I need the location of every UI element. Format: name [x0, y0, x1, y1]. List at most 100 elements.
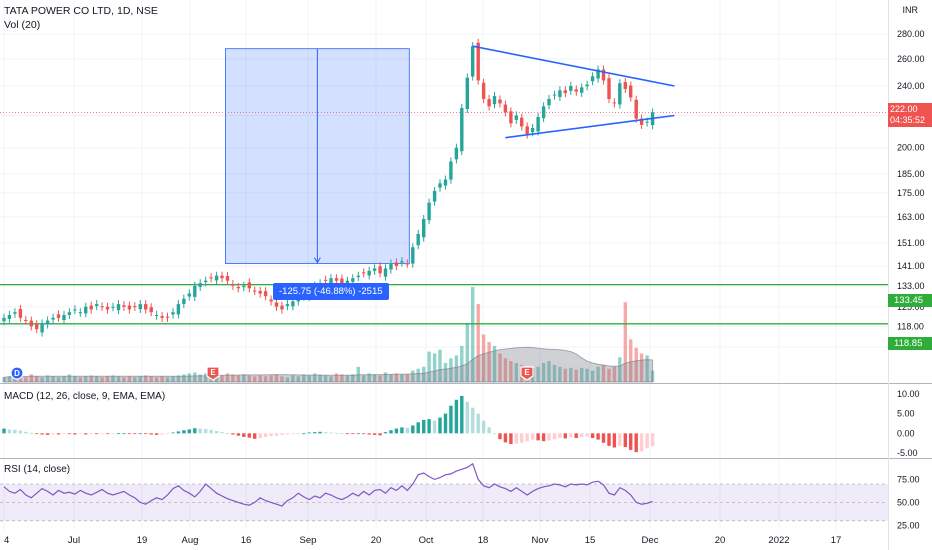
candle-body: [45, 320, 50, 325]
candle-body: [2, 317, 6, 322]
volume-bar: [313, 373, 317, 382]
volume-label[interactable]: Vol (20): [4, 19, 41, 31]
candle-body: [122, 305, 126, 307]
earnings-marker[interactable]: E: [520, 366, 534, 381]
rsi-label[interactable]: RSI (14, close): [4, 464, 71, 475]
volume-bar: [127, 376, 132, 382]
candle-body: [405, 263, 409, 265]
price-tick-label: 175.00: [897, 188, 925, 198]
macd-bar: [165, 433, 170, 435]
candle-body: [209, 277, 213, 279]
trendlines[interactable]: [472, 45, 675, 139]
candle-body: [356, 275, 360, 278]
volume-bar: [73, 376, 77, 382]
volume-bar: [378, 375, 382, 383]
macd-label[interactable]: MACD (12, 26, close, 9, EMA, EMA): [4, 391, 166, 402]
candle-body: [111, 306, 115, 308]
macd-bar: [487, 427, 491, 434]
macd-bar: [2, 428, 6, 434]
macd-bar: [389, 430, 393, 434]
measure-region[interactable]: [225, 48, 410, 265]
candle-body: [231, 284, 235, 286]
candle-body: [590, 76, 595, 82]
candle-body: [394, 262, 399, 266]
trendline-upper[interactable]: [472, 45, 675, 87]
currency-label: INR: [902, 5, 919, 15]
volume-bar: [193, 372, 197, 382]
macd-bar: [530, 433, 535, 440]
macd-bar: [313, 432, 317, 434]
rsi-line: [3, 462, 653, 507]
volume-bar: [394, 373, 399, 382]
volume-bar: [422, 366, 426, 382]
volume-bar: [40, 377, 44, 383]
volume-bar: [285, 377, 290, 383]
trendline-lower[interactable]: [505, 114, 675, 139]
candle-body: [84, 306, 88, 314]
rsi-tick-label: 25.00: [897, 520, 920, 530]
price-tick-label: 185.00: [897, 169, 925, 179]
macd-bar: [40, 433, 44, 435]
volume-bar: [547, 361, 551, 382]
volume-bar: [580, 367, 584, 383]
candle-body: [144, 304, 148, 310]
dividend-marker[interactable]: D: [10, 366, 24, 380]
horizontal-levels[interactable]: [0, 112, 888, 325]
volume-bar: [563, 368, 567, 382]
volume-bar: [634, 347, 638, 382]
macd-bar: [481, 420, 486, 434]
time-tick-label: 19: [137, 535, 148, 546]
volume-bar: [269, 375, 273, 383]
candle-body: [40, 323, 44, 333]
candle-body: [607, 78, 611, 99]
candle-body: [193, 285, 197, 297]
volume-bar: [514, 363, 518, 382]
candle-body: [525, 126, 529, 135]
volume-bar: [263, 376, 268, 382]
macd-bar: [62, 433, 66, 435]
volume-bar: [329, 376, 333, 382]
time-tick-label: Aug: [182, 535, 199, 546]
macd-tick-label: -5.00: [897, 448, 918, 458]
candle-body: [133, 306, 137, 308]
volume-bar: [220, 375, 224, 383]
candle-body: [541, 106, 546, 119]
volume-bar: [149, 376, 153, 382]
earnings-marker[interactable]: E: [206, 366, 220, 381]
candle-body: [105, 306, 110, 310]
symbol-title[interactable]: TATA POWER CO LTD, 1D, NSE: [4, 5, 158, 17]
earnings-marker-badge: [206, 366, 220, 381]
time-axis[interactable]: 4 Jul 19 Aug 16 Sep 20 Oct 18 Nov 15 Dec 20 2022 17: [4, 535, 841, 546]
candle-body: [454, 147, 459, 160]
macd-bar: [231, 433, 235, 435]
macd-bar: [122, 433, 126, 435]
volume-bar: [51, 376, 55, 382]
macd-bar: [558, 433, 562, 438]
time-tick-label: Nov: [532, 535, 549, 546]
macd-bar: [73, 433, 77, 435]
macd-bar: [362, 433, 366, 435]
candle-body: [460, 107, 464, 152]
candle-body: [274, 302, 279, 307]
candle-body: [51, 317, 55, 320]
volume-bar: [618, 357, 622, 382]
volume-bar: [345, 375, 350, 383]
macd-bar: [394, 428, 399, 434]
macd-bar: [639, 433, 644, 452]
volume-bar: [198, 374, 202, 382]
candle-body: [89, 305, 93, 310]
volume-bar: [302, 374, 306, 382]
volume-bar: [84, 376, 88, 382]
volume-bar: [438, 349, 442, 382]
macd-bar: [514, 433, 518, 444]
candle-body: [236, 286, 241, 289]
macd-bar: [356, 433, 360, 435]
candle-body: [585, 84, 589, 87]
macd-histogram: [2, 395, 655, 453]
candle-body: [547, 99, 551, 106]
macd-bar: [623, 433, 627, 448]
volume-bar: [67, 374, 72, 382]
volume-bar: [416, 368, 420, 382]
